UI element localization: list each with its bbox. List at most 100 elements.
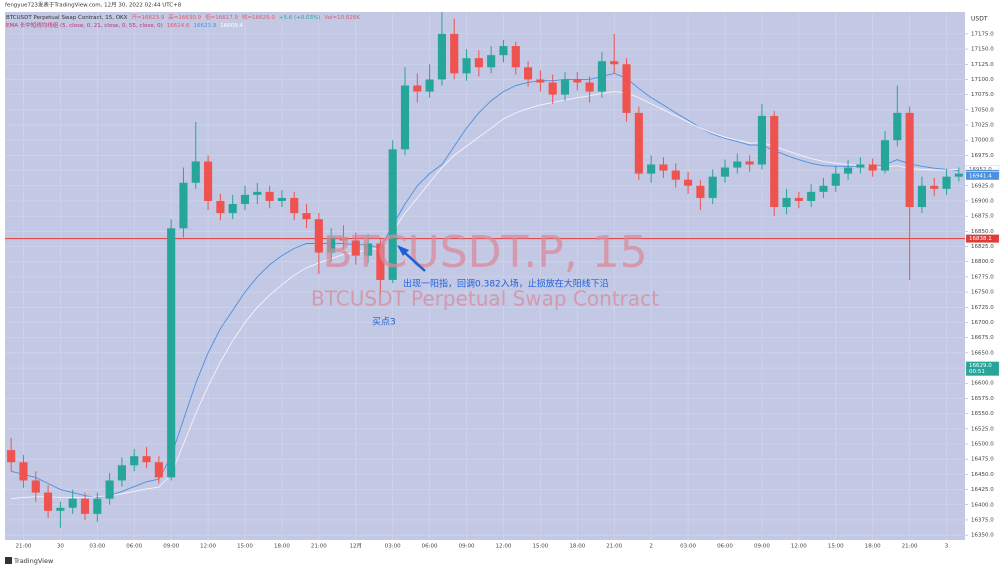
y-tick-label: 17150.0 bbox=[971, 47, 994, 53]
candle-body bbox=[314, 219, 323, 253]
annotation: 出现一阳指，回调0.382入场，止损放在大阳线下沿 bbox=[403, 278, 609, 290]
candle-body bbox=[290, 197, 299, 214]
price-tag-label: 16941.4 bbox=[969, 173, 992, 179]
candle-body bbox=[893, 112, 902, 141]
legend-item: 低=16617.9 bbox=[205, 13, 238, 21]
x-tick-label: 06:00 bbox=[717, 544, 733, 550]
y-tick-label: 16550.0 bbox=[971, 411, 994, 417]
candle-body bbox=[917, 185, 926, 208]
candle-body bbox=[44, 492, 53, 511]
candle-body bbox=[216, 200, 225, 214]
candle-body bbox=[610, 61, 619, 65]
x-tick-label: 12月 bbox=[350, 543, 363, 550]
candle-body bbox=[80, 498, 90, 514]
price-tag bbox=[965, 361, 1000, 376]
y-tick-label: 16975.0 bbox=[971, 153, 994, 159]
candle-body bbox=[856, 164, 865, 168]
y-tick-label: 17000.0 bbox=[971, 138, 994, 144]
x-tick-label: 15:00 bbox=[237, 544, 253, 550]
candle-body bbox=[68, 498, 77, 508]
candle-body bbox=[327, 237, 336, 253]
currency: USDT bbox=[971, 16, 988, 23]
candle-body bbox=[7, 450, 16, 463]
legend-item: 开=16623.9 bbox=[131, 14, 164, 21]
candle-body bbox=[265, 191, 274, 201]
x-tick-label: 30 bbox=[57, 544, 64, 550]
candle-body bbox=[807, 191, 816, 201]
price-axis bbox=[965, 12, 1000, 540]
candle-body bbox=[696, 185, 705, 198]
y-tick-label: 16350.0 bbox=[971, 533, 994, 539]
y-tick-label: 16525.0 bbox=[971, 426, 994, 432]
x-tick-label: 06:00 bbox=[126, 544, 142, 550]
header: fengyue723发表于TradingView.com, 12月 30, 20… bbox=[5, 1, 182, 9]
indicator-legend: EMA 长中短线均线组 (5, close, 0, 21, close, 0, … bbox=[6, 21, 243, 29]
x-tick-label: 21:00 bbox=[902, 544, 918, 550]
y-tick-label: 16900.0 bbox=[971, 198, 994, 204]
y-tick-label: 16925.0 bbox=[971, 183, 994, 189]
legend-item: +5.6 (+0.03%) bbox=[279, 15, 320, 21]
y-tick-label: 16700.0 bbox=[971, 320, 994, 326]
y-tick-label: 16825.0 bbox=[971, 244, 994, 250]
candle-body bbox=[942, 176, 951, 189]
candle-body bbox=[634, 112, 643, 174]
y-tick-label: 16650.0 bbox=[971, 350, 994, 356]
x-tick-label: 3 bbox=[945, 544, 949, 550]
candle-body bbox=[954, 173, 963, 177]
x-tick-label: 09:00 bbox=[459, 544, 475, 550]
candle-body bbox=[597, 61, 606, 92]
candle-body bbox=[524, 67, 533, 80]
candle-body bbox=[868, 164, 877, 171]
candle-body bbox=[105, 480, 114, 499]
y-tick-label: 16500.0 bbox=[971, 442, 994, 448]
x-tick-label: 18:00 bbox=[274, 544, 290, 550]
y-tick-label: 16775.0 bbox=[971, 274, 994, 280]
candle-body bbox=[794, 197, 803, 201]
buy-label: 买点3 bbox=[372, 317, 396, 328]
axis-labels: 16350.0 16375.0 16400.0 16425.0 16450.0 16475… bbox=[16, 31, 1000, 550]
candle-body bbox=[844, 167, 853, 174]
candle-body bbox=[930, 185, 939, 189]
y-tick-label: 16725.0 bbox=[971, 305, 994, 311]
watermark-subtitle: BTCUSDT Perpetual Swap Contract bbox=[311, 287, 659, 311]
y-tick-label: 16375.0 bbox=[971, 517, 994, 523]
candle-body bbox=[487, 55, 496, 68]
candle-body bbox=[622, 64, 631, 113]
y-tick-label: 17175.0 bbox=[971, 31, 994, 37]
y-tick-label: 16800.0 bbox=[971, 259, 994, 265]
footer: TradingView bbox=[13, 557, 54, 565]
candle-body bbox=[831, 173, 840, 186]
candle-body bbox=[745, 161, 754, 165]
candle-body bbox=[31, 480, 40, 493]
candle-body bbox=[560, 79, 570, 95]
price-tag bbox=[965, 234, 1000, 243]
x-tick-label: 03:00 bbox=[680, 544, 696, 550]
y-tick-label: 17075.0 bbox=[971, 92, 994, 98]
x-tick-label: 21:00 bbox=[16, 544, 32, 550]
price-tag-label: 16629.0 bbox=[969, 363, 992, 369]
y-tick-label: 16450.0 bbox=[971, 472, 994, 478]
x-tick-label: 21:00 bbox=[311, 544, 327, 550]
indicator-label: EMA 长中短线均线组 (5, close, 0, 21, close, 0, … bbox=[6, 21, 163, 29]
candle-body bbox=[130, 456, 139, 466]
y-tick-label: 17025.0 bbox=[971, 123, 994, 129]
candle-body bbox=[499, 46, 508, 56]
legend-item: 收=16629.0 bbox=[242, 13, 275, 21]
candle-body bbox=[302, 213, 311, 220]
y-tick-label: 16875.0 bbox=[971, 214, 994, 220]
candle-body bbox=[228, 204, 237, 214]
candle-body bbox=[425, 79, 434, 92]
x-tick-label: 15:00 bbox=[828, 544, 844, 550]
candle-body bbox=[733, 161, 742, 168]
candle-body bbox=[154, 462, 163, 478]
candle-body bbox=[93, 498, 102, 514]
grid bbox=[5, 12, 965, 540]
candle-body bbox=[659, 164, 668, 171]
candle-body bbox=[647, 164, 656, 174]
candle-body bbox=[117, 465, 126, 481]
candle-body bbox=[585, 82, 594, 92]
x-tick-label: 12:00 bbox=[791, 544, 807, 550]
candle-body bbox=[462, 58, 471, 74]
price-tag-countdown: 00:51 bbox=[969, 369, 985, 375]
